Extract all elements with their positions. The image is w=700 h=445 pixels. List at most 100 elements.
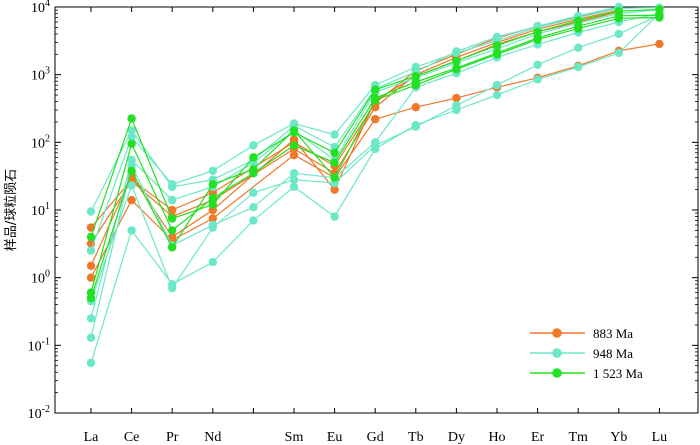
data-point: [452, 101, 461, 110]
data-point: [86, 314, 96, 323]
series-layer: [86, 2, 664, 368]
x-tick-label: Er: [531, 430, 545, 445]
data-point: [452, 93, 461, 103]
data-point: [452, 48, 461, 58]
legend-label: 883 Ma: [593, 326, 633, 341]
x-tick-label: Gd: [367, 430, 384, 445]
data-point: [330, 148, 339, 157]
data-point: [168, 243, 177, 252]
data-point: [168, 180, 177, 189]
data-point: [249, 153, 258, 162]
data-point: [168, 214, 177, 223]
data-point: [574, 24, 583, 33]
data-point: [289, 141, 299, 150]
y-tick-label: 102: [31, 133, 50, 151]
data-point: [168, 226, 177, 235]
data-point: [127, 181, 136, 190]
data-point: [289, 182, 299, 191]
data-point: [330, 173, 339, 182]
data-point: [127, 114, 136, 123]
data-point: [411, 80, 420, 90]
data-point: [411, 103, 420, 112]
series-group: [86, 5, 664, 303]
data-point: [127, 139, 136, 148]
data-point: [330, 130, 339, 139]
data-point: [127, 132, 136, 142]
data-point: [86, 333, 96, 342]
data-point: [330, 185, 339, 194]
x-tick-label: Nd: [204, 430, 221, 445]
data-point: [411, 62, 420, 72]
data-point: [127, 195, 136, 205]
x-tick-label: Tm: [568, 430, 588, 445]
data-point: [168, 283, 177, 293]
data-point: [127, 226, 136, 235]
x-tick-label: Eu: [327, 430, 343, 445]
y-tick-label: 100: [31, 269, 50, 287]
data-point: [411, 72, 420, 81]
data-point: [330, 158, 339, 167]
legend-marker: [552, 328, 562, 338]
data-point: [371, 96, 380, 105]
data-point: [208, 180, 217, 189]
data-point: [127, 166, 136, 175]
data-point: [86, 293, 96, 303]
y-tick-label: 101: [31, 201, 50, 219]
data-point: [127, 126, 136, 135]
data-point: [492, 80, 502, 90]
data-point: [533, 75, 542, 84]
data-point: [655, 13, 664, 22]
data-point: [452, 56, 461, 66]
data-point: [492, 41, 502, 50]
data-point: [249, 165, 258, 174]
series-line: [90, 6, 619, 212]
y-tick-label: 104: [31, 0, 50, 16]
data-point: [86, 261, 96, 270]
y-tick-label: 103: [31, 66, 50, 84]
data-point: [289, 119, 299, 128]
data-point: [371, 115, 380, 124]
data-point: [574, 43, 583, 52]
data-point: [86, 358, 96, 368]
data-point: [411, 122, 420, 131]
x-tick-label: Lu: [652, 430, 668, 445]
axes: 10-2 10-1 100 101 102 103 104 La Ce Pr Nd Sm Eu Gd Tb D…: [28, 0, 698, 445]
data-point: [208, 257, 217, 267]
data-point: [289, 135, 299, 144]
data-point: [168, 195, 177, 205]
data-point: [208, 223, 217, 232]
data-point: [574, 62, 583, 72]
y-tick-label: 10-1: [28, 336, 50, 354]
data-point: [289, 150, 299, 160]
legend-label: 1 523 Ma: [593, 366, 643, 381]
data-point: [208, 214, 217, 223]
data-point: [371, 141, 380, 150]
data-point: [208, 166, 217, 175]
data-point: [86, 246, 96, 255]
x-tick-label: Tb: [408, 430, 424, 445]
x-tick-label: Yb: [610, 430, 627, 445]
data-point: [208, 200, 217, 209]
series-group: [86, 2, 664, 368]
data-point: [371, 85, 380, 94]
data-point: [127, 155, 136, 165]
data-point: [289, 169, 299, 178]
data-point: [492, 50, 502, 59]
data-point: [208, 193, 217, 203]
x-tick-label: Sm: [285, 430, 304, 445]
y-axis-label: 样品/球粒陨石: [4, 169, 19, 251]
data-point: [533, 27, 542, 36]
data-point: [249, 203, 258, 212]
data-point: [614, 48, 623, 58]
data-point: [86, 207, 96, 216]
x-tick-label: Pr: [166, 430, 179, 445]
data-point: [614, 29, 623, 39]
x-tick-label: Ho: [488, 430, 505, 445]
data-point: [86, 232, 96, 242]
data-point: [452, 65, 461, 74]
data-point: [249, 188, 258, 197]
x-tick-label: Dy: [448, 430, 465, 445]
legend-marker: [552, 368, 562, 378]
data-point: [492, 90, 502, 100]
